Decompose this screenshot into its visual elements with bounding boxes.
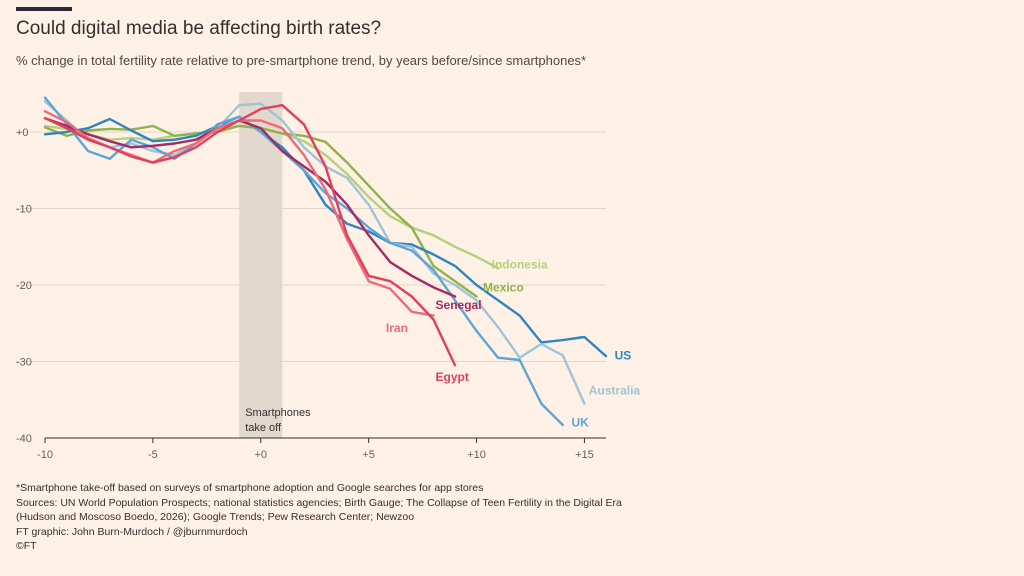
- brand-bar: [16, 7, 72, 11]
- footnote-smartphone: *Smartphone take-off based on surveys of…: [16, 482, 484, 494]
- chart-title: Could digital media be affecting birth r…: [16, 18, 382, 39]
- series-label-australia: Australia: [589, 384, 641, 398]
- series-line-egypt: [43, 103, 457, 367]
- band-label-line-0: Smartphones: [245, 407, 311, 419]
- x-tick-label-5: +15: [575, 449, 594, 461]
- series-label-senegal: Senegal: [436, 298, 482, 312]
- y-tick-label-0: +0: [16, 127, 29, 139]
- series-layer: [43, 96, 608, 427]
- y-tick-label-4: -40: [16, 433, 32, 445]
- band-label-line-1: take off: [245, 422, 282, 434]
- smartphone-takeoff-band: [239, 92, 283, 438]
- copyright: ©FT: [16, 540, 37, 552]
- y-tick-label-3: -30: [16, 357, 32, 369]
- x-tick-label-4: +10: [467, 449, 486, 461]
- sources-line-2: (Hudson and Moscoso Boedo, 2026); Google…: [16, 511, 415, 523]
- series-label-mexico: Mexico: [483, 280, 524, 294]
- graphic-credit: FT graphic: John Burn-Murdoch / @jburnmu…: [16, 525, 248, 538]
- x-tick-label-0: -10: [37, 449, 53, 461]
- gridlines-layer: [16, 131, 606, 362]
- series-line-us: [43, 115, 608, 358]
- axis-layer: +0 -10 -20 -30 -40 -10 -5 +0 +5 +10 +15: [16, 127, 606, 461]
- x-tick-label-3: +5: [362, 449, 375, 461]
- series-label-indonesia: Indonesia: [492, 257, 548, 271]
- x-tick-label-1: -5: [148, 449, 158, 461]
- series-line-senegal: [43, 116, 457, 298]
- series-label-us: US: [615, 348, 632, 362]
- sources-line-1: Sources: UN World Population Prospects; …: [16, 496, 622, 509]
- series-labels-layer: Indonesia Mexico US Australia UK Senegal Iran E…: [386, 257, 641, 429]
- series-line-australia: [43, 100, 586, 405]
- y-tick-label-2: -20: [16, 280, 32, 292]
- series-label-egypt: Egypt: [436, 370, 469, 384]
- chart-subtitle: % change in total fertility rate relativ…: [16, 53, 587, 68]
- footnotes: *Smartphone take-off based on surveys of…: [16, 481, 1006, 554]
- series-line-uk: [43, 96, 564, 427]
- series-label-iran: Iran: [386, 321, 408, 335]
- smartphone-band-layer: Smartphones take off: [239, 92, 311, 438]
- x-tick-label-2: +0: [254, 449, 267, 461]
- y-tick-label-1: -10: [16, 204, 32, 216]
- series-label-uk: UK: [571, 416, 589, 430]
